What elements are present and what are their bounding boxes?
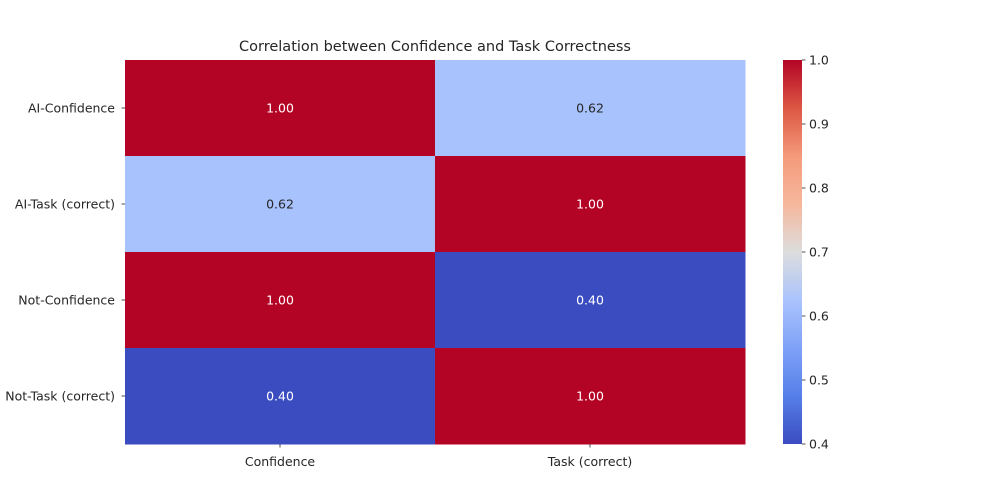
y-tick-label: AI-Confidence [28, 101, 115, 116]
heatmap-cell [125, 348, 436, 445]
cell-value-label: 0.62 [266, 197, 294, 212]
cell-value-label: 0.62 [576, 101, 604, 116]
cell-value-label: 0.40 [266, 389, 294, 404]
colorbar-tick-label: 0.8 [809, 181, 829, 196]
colorbar-tick-label: 0.4 [809, 437, 829, 452]
colorbar-gradient [783, 60, 802, 444]
x-tick-label: Confidence [245, 454, 316, 469]
chart-title: Correlation between Confidence and Task … [239, 39, 631, 55]
heatmap-cell [125, 156, 436, 253]
cell-value-label: 1.00 [266, 293, 294, 308]
heatmap-cell [435, 156, 746, 253]
y-axis-tick-labels: AI-Confidence AI-Task (correct) Not-Confid… [5, 101, 125, 404]
colorbar: 0.4 0.5 0.6 0.7 0.8 0.9 1.0 [783, 53, 829, 452]
colorbar-tick-label: 0.6 [809, 309, 829, 324]
colorbar-tick-label: 1.0 [809, 53, 829, 68]
heatmap-cell [435, 60, 746, 157]
y-tick-label: Not-Confidence [18, 293, 115, 308]
colorbar-tick-label: 0.9 [809, 117, 829, 132]
heatmap-cell [125, 252, 436, 349]
heatmap-cells: 1.00 0.62 0.62 1.00 1.00 0.40 0.40 1.00 [125, 60, 746, 445]
colorbar-tick-label: 0.7 [809, 245, 829, 260]
heatmap-cell [435, 348, 746, 445]
cell-value-label: 1.00 [576, 197, 604, 212]
y-tick-label: Not-Task (correct) [5, 389, 115, 404]
cell-value-label: 1.00 [576, 389, 604, 404]
cell-value-label: 1.00 [266, 101, 294, 116]
heatmap-cell [435, 252, 746, 349]
colorbar-tick-label: 0.5 [809, 373, 829, 388]
cell-value-label: 0.40 [576, 293, 604, 308]
x-axis-tick-labels: Confidence Task (correct) [245, 444, 632, 469]
x-tick-label: Task (correct) [547, 454, 632, 469]
heatmap-cell [125, 60, 436, 157]
y-tick-label: AI-Task (correct) [15, 197, 115, 212]
